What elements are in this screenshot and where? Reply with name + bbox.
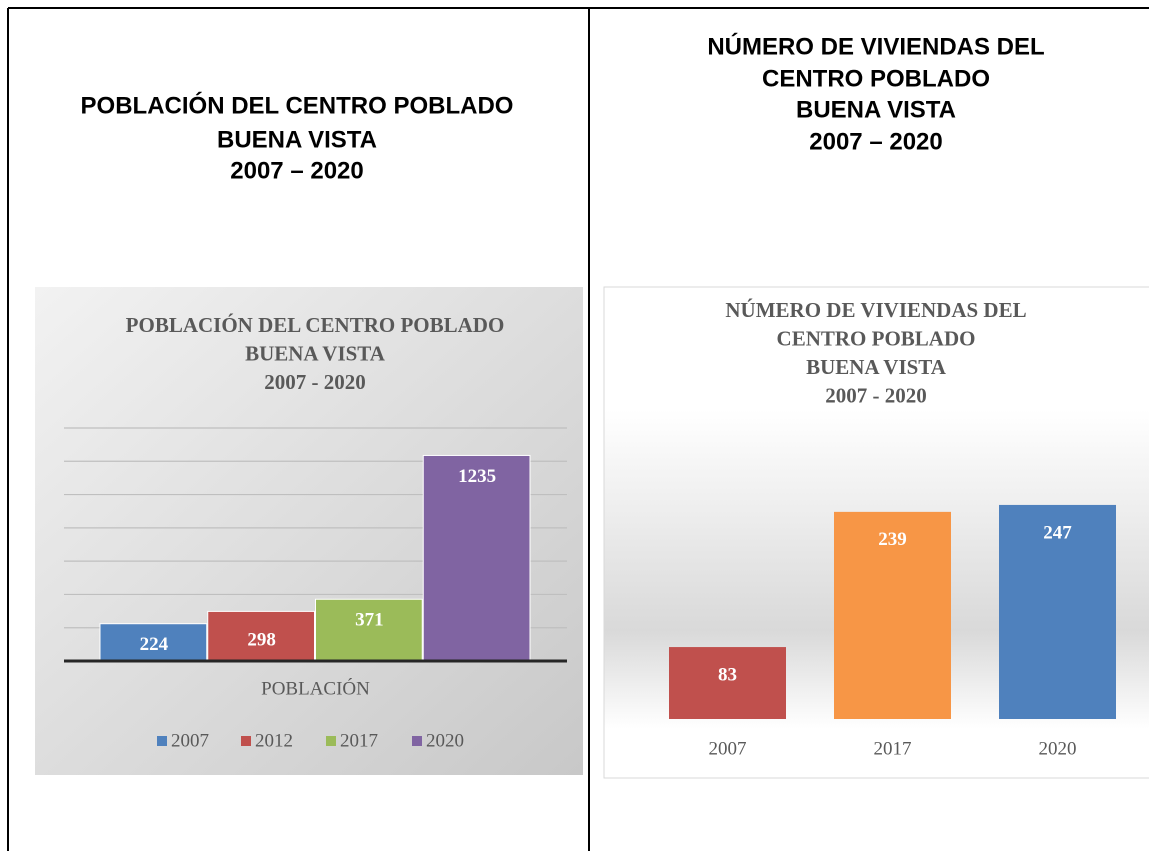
chart-title: BUENA VISTA [245,341,386,365]
chart-title: NÚMERO DE VIVIENDAS DEL [725,298,1026,322]
bar [999,504,1116,719]
chart-title: BUENA VISTA [806,355,947,379]
x-tick-label: POBLACIÓN [261,677,370,699]
heading: BUENA VISTA [217,126,377,153]
heading: BUENA VISTA [796,96,956,123]
data-label: 83 [718,664,737,685]
data-label: 298 [247,629,276,650]
chart-title: CENTRO POBLADO [777,326,976,350]
data-label: 371 [355,610,384,631]
bar [99,623,208,662]
heading: 2007 – 2020 [230,157,363,184]
x-tick-label: 2007 [709,738,747,759]
data-label: 224 [140,634,169,655]
bar [207,610,315,662]
bar [315,598,423,662]
heading: POBLACIÓN DEL CENTRO POBLADO [81,91,514,119]
x-tick-label: 2017 [874,738,912,759]
legend-label: 2017 [340,730,378,751]
chart-title: 2007 - 2020 [264,370,366,394]
x-tick-label: 2020 [1039,738,1077,759]
legend-label: 2012 [255,730,293,751]
legend-swatch [326,736,336,746]
data-label: 1235 [458,466,496,487]
bar [669,647,786,719]
data-label: 239 [878,529,907,550]
legend-label: 2020 [426,730,464,751]
chart-title: 2007 - 2020 [825,383,927,407]
bar [422,454,531,662]
heading: NÚMERO DE VIVIENDAS DEL [707,32,1044,60]
bar [834,511,951,719]
legend-swatch [412,736,422,746]
legend-swatch [157,736,167,746]
heading: CENTRO POBLADO [762,65,990,92]
data-label: 247 [1043,522,1072,543]
legend-swatch [241,736,251,746]
legend-label: 2007 [171,730,209,751]
chart-title: POBLACIÓN DEL CENTRO POBLADO [126,313,505,337]
heading: 2007 – 2020 [809,128,942,155]
